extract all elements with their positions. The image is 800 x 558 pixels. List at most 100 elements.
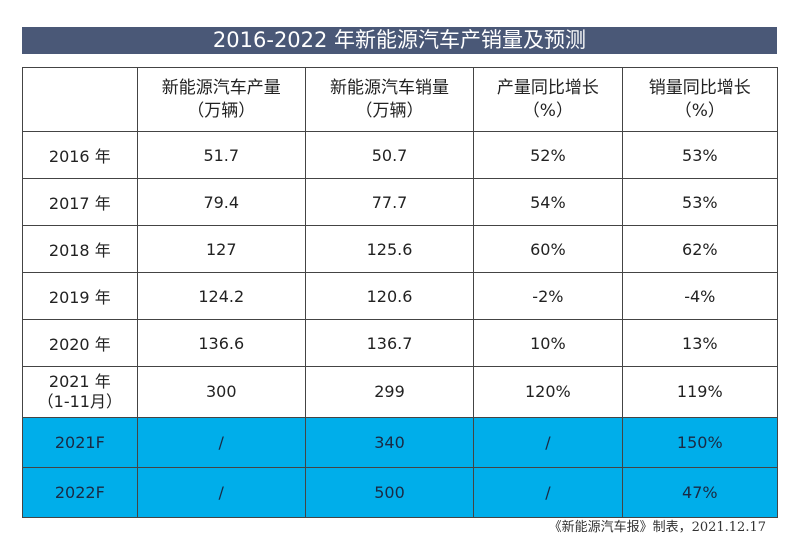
source-note: 《新能源汽车报》制表，2021.12.17 [548, 520, 766, 535]
prod_growth-cell: -2% [473, 272, 623, 320]
header-row: 新能源汽车产量 （万辆） 新能源汽车销量 （万辆） 产量同比增长 （%） 销量同比增长… [22, 67, 779, 132]
table-row: 2021F / 340 / 150% [22, 417, 779, 468]
sales-cell: 120.6 [304, 272, 475, 320]
table-title: 2016-2022 年新能源汽车产销量及预测 [22, 27, 777, 54]
table-row: 2017 年 79.4 77.7 54% 53% [22, 178, 779, 226]
sales-value: 120.6 [366, 286, 413, 306]
sales_growth-cell: 53% [621, 178, 779, 226]
header-cell [22, 67, 138, 132]
production-value: 124.2 [198, 286, 245, 306]
production-cell: / [136, 467, 306, 518]
year-cell: 2020 年 [22, 319, 138, 367]
sales_growth-value: -4% [684, 286, 716, 306]
prod_growth-value: / [545, 433, 551, 452]
sales_growth-cell: 150% [621, 417, 779, 468]
sales-cell: 125.6 [304, 225, 475, 273]
prod_growth-value: 60% [530, 239, 566, 259]
header-unit: （万辆） [187, 100, 256, 121]
prod_growth-cell: / [473, 467, 623, 518]
year-cell: 2021F [22, 417, 138, 468]
header-cell: 新能源汽车产量 （万辆） [136, 67, 306, 132]
sales-cell: 299 [304, 366, 475, 418]
year-value: 2018 年 [48, 241, 111, 260]
year-value: 2021F [54, 433, 105, 452]
sales_growth-cell: 62% [621, 225, 779, 273]
production-value: / [218, 433, 224, 452]
sales_growth-value: 62% [682, 239, 718, 259]
year-cell: 2021 年（1-11月） [22, 366, 138, 418]
sales_growth-cell: -4% [621, 272, 779, 320]
year-value: 2022F [54, 483, 105, 502]
production-cell: 136.6 [136, 319, 306, 367]
sales-cell: 500 [304, 467, 475, 518]
year-cell: 2016 年 [22, 131, 138, 179]
prod_growth-value: -2% [532, 286, 564, 306]
year-value: 2016 年 [48, 147, 111, 166]
sales_growth-value: 53% [682, 145, 718, 165]
prod_growth-value: / [545, 483, 551, 502]
period-note: （1-11月） [37, 392, 122, 411]
sales-value: 136.7 [366, 333, 413, 353]
sales-cell: 50.7 [304, 131, 475, 179]
production-cell: / [136, 417, 306, 468]
header-cell: 产量同比增长 （%） [473, 67, 623, 132]
header-label: 产量同比增长 [496, 77, 599, 98]
production-value: 79.4 [203, 192, 240, 212]
sales-value: 125.6 [366, 239, 413, 259]
prod_growth-cell: 120% [473, 366, 623, 418]
sales-cell: 340 [304, 417, 475, 468]
sales_growth-value: 53% [682, 192, 718, 212]
sales-value: 50.7 [371, 145, 408, 165]
year-value: 2021 年 [48, 372, 111, 391]
year-value: 2020 年 [48, 335, 111, 354]
sales_growth-cell: 47% [621, 467, 779, 518]
table-row: 2020 年 136.6 136.7 10% 13% [22, 319, 779, 367]
year-value: 2019 年 [48, 288, 111, 307]
prod_growth-cell: 52% [473, 131, 623, 179]
year-value: 2017 年 [48, 194, 111, 213]
header-unit: （万辆） [355, 100, 424, 121]
header-cell: 新能源汽车销量 （万辆） [304, 67, 475, 132]
sales_growth-cell: 119% [621, 366, 779, 418]
year-cell: 2018 年 [22, 225, 138, 273]
production-cell: 124.2 [136, 272, 306, 320]
prod_growth-cell: 54% [473, 178, 623, 226]
header-label: 新能源汽车产量 [161, 77, 281, 98]
production-cell: 51.7 [136, 131, 306, 179]
sales_growth-cell: 53% [621, 131, 779, 179]
production-value: 136.6 [198, 333, 245, 353]
prod_growth-cell: 60% [473, 225, 623, 273]
table-row: 2019 年 124.2 120.6 -2% -4% [22, 272, 779, 320]
sales-value: 500 [374, 483, 405, 502]
year-cell: 2022F [22, 467, 138, 518]
prod_growth-value: 10% [530, 333, 566, 353]
table-row: 2016 年 51.7 50.7 52% 53% [22, 131, 779, 179]
sales_growth-cell: 13% [621, 319, 779, 367]
header-unit: （%） [522, 100, 573, 121]
sales-value: 340 [374, 433, 405, 452]
table-row: 2018 年 127 125.6 60% 62% [22, 225, 779, 273]
production-value: / [218, 483, 224, 502]
sales-cell: 136.7 [304, 319, 475, 367]
prod_growth-value: 120% [525, 382, 571, 401]
header-cell: 销量同比增长 （%） [621, 67, 779, 132]
header-unit: （%） [674, 100, 725, 121]
sales_growth-value: 150% [676, 433, 723, 452]
sales_growth-value: 119% [676, 382, 723, 401]
sales_growth-value: 47% [682, 483, 718, 502]
header-label: 新能源汽车销量 [330, 77, 450, 98]
sales_growth-value: 13% [682, 333, 718, 353]
sales-cell: 77.7 [304, 178, 475, 226]
production-cell: 79.4 [136, 178, 306, 226]
production-cell: 127 [136, 225, 306, 273]
year-cell: 2017 年 [22, 178, 138, 226]
prod_growth-cell: 10% [473, 319, 623, 367]
table-row: 2022F / 500 / 47% [22, 467, 779, 518]
prod_growth-value: 54% [530, 192, 566, 212]
data-table: 新能源汽车产量 （万辆） 新能源汽车销量 （万辆） 产量同比增长 （%） 销量同比增长… [22, 67, 779, 518]
sales-value: 299 [374, 382, 405, 401]
header-label: 销量同比增长 [648, 77, 751, 98]
table-row: 2021 年（1-11月） 300 299 120% 119% [22, 366, 779, 418]
prod_growth-value: 52% [530, 145, 566, 165]
production-value: 300 [205, 382, 237, 401]
